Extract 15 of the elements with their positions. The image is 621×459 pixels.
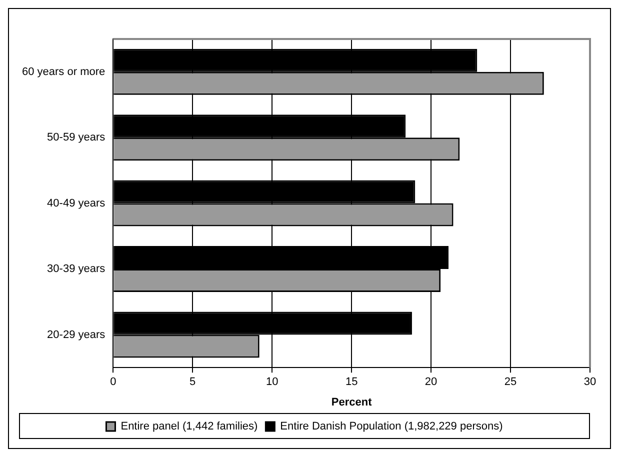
y-tick-label: 60 years or more: [22, 66, 106, 78]
x-tick-label: 20: [424, 376, 438, 388]
x-tick-label: 15: [345, 376, 358, 388]
x-tick-label: 25: [504, 376, 517, 388]
y-tick-label: 40-49 years: [47, 197, 106, 210]
y-tick-label: 30-39 years: [47, 263, 106, 276]
x-tick-label: 30: [584, 376, 596, 388]
x-tick-label: 0: [110, 376, 116, 388]
x-tick-label: 10: [266, 376, 278, 388]
legend-label: Entire Danish Population (1,982,229 persons): [280, 420, 503, 433]
x-tick-label: 5: [190, 376, 196, 388]
y-tick-label: 20-29 years: [47, 328, 106, 341]
legend-label: Entire panel (1,442 families): [120, 420, 258, 433]
x-axis-title: Percent: [331, 396, 372, 408]
y-tick-label: 50-59 years: [47, 132, 106, 144]
